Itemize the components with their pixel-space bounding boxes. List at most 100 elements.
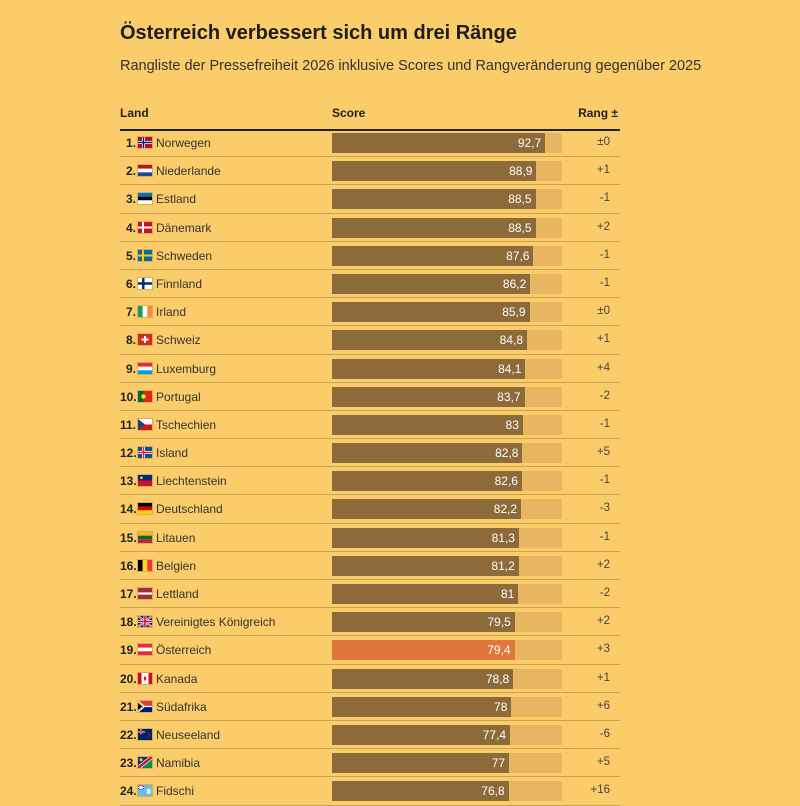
country-name: Niederlande — [156, 164, 221, 179]
flag-icon — [137, 530, 153, 544]
flag-icon — [137, 502, 153, 516]
country-name: Österreich — [156, 643, 212, 658]
score-value-label: 92,7 — [517, 136, 542, 150]
score-value-label: 79,4 — [487, 643, 511, 658]
score-bar — [332, 499, 522, 520]
flag-icon — [137, 643, 153, 657]
country-name: Namibia — [156, 756, 201, 771]
rank-label: 20. — [120, 671, 137, 686]
ranking-table: 1. Norwegen 92,7 ±0 2. Niederlande 88,9 +1 3. Est… — [120, 129, 620, 806]
country-name: Tschechien — [156, 417, 217, 432]
rank-change-value: +16 — [590, 784, 610, 797]
score-value-label: 82,6 — [494, 474, 518, 489]
country-name: Irland — [156, 305, 187, 320]
rank-change-value: +1 — [596, 164, 610, 177]
score-value-label: 82,8 — [495, 446, 519, 461]
country-name: Portugal — [156, 389, 201, 404]
rank-label: 10. — [120, 389, 137, 404]
score-bar-track: 82,2 — [332, 499, 562, 520]
rank-label: 12. — [120, 446, 137, 461]
country-name: Island — [156, 446, 189, 461]
flag-icon — [137, 699, 153, 713]
flag-icon — [137, 727, 153, 741]
rank-change-value: +5 — [596, 446, 610, 459]
score-value-label: 84,8 — [499, 333, 524, 348]
rank-label: 7. — [125, 305, 136, 320]
rank-label: 6. — [125, 276, 136, 291]
score-bar-track: 77 — [332, 753, 562, 774]
table-row: 14. Deutschland 82,2 -3 — [120, 495, 620, 524]
score-bar — [332, 696, 512, 717]
score-value-label: 88,9 — [509, 164, 533, 179]
score-bar-track: 81,2 — [332, 555, 562, 576]
score-bar-track: 76,8 — [332, 781, 562, 802]
table-row: 7. Irland 85,9 ±0 — [120, 298, 620, 327]
rank-change-value: +4 — [596, 361, 610, 374]
score-bar-track: 87,6 — [332, 245, 562, 266]
flag-icon — [137, 333, 153, 347]
score-bar — [332, 245, 534, 266]
score-bar — [332, 414, 523, 435]
rank-change-value: ±0 — [597, 305, 610, 318]
score-value-label: 88,5 — [508, 220, 532, 235]
score-value-label: 78 — [494, 699, 508, 714]
column-header-score: Score — [332, 106, 366, 120]
score-value-label: 83,7 — [497, 389, 521, 404]
rank-label: 13. — [120, 474, 137, 489]
table-row: 16. Belgien 81,2 +2 — [120, 552, 620, 580]
flag-icon — [137, 474, 153, 488]
country-name: Fidschi — [156, 784, 195, 799]
table-row: 13. Liechtenstein 82,6 -1 — [120, 467, 620, 496]
table-row: 17. Lettland 81 -2 — [120, 580, 620, 609]
country-name: Belgien — [156, 558, 197, 573]
score-bar-track: 85,9 — [332, 302, 562, 323]
country-name: Lettland — [156, 587, 199, 601]
score-value-label: 86,2 — [502, 276, 527, 291]
country-name: Finnland — [156, 276, 203, 291]
rank-change-value: +2 — [596, 558, 610, 571]
score-bar — [332, 302, 530, 323]
country-name: Deutschland — [156, 502, 223, 517]
score-bar-track: 79,5 — [332, 612, 562, 633]
score-value-label: 77 — [491, 756, 506, 771]
country-name: Luxemburg — [156, 361, 217, 376]
score-value-label: 84,1 — [498, 361, 522, 376]
rank-label: 4. — [125, 220, 136, 235]
rank-change-value: +2 — [596, 615, 610, 628]
table-row: 6. Finnland 86,2 -1 — [120, 270, 620, 299]
score-bar-track: 82,8 — [332, 443, 562, 464]
rank-label: 2. — [125, 164, 136, 179]
rank-label: 8. — [125, 333, 136, 348]
country-name: Litauen — [156, 530, 196, 545]
flag-icon — [137, 587, 153, 600]
score-bar — [332, 527, 519, 548]
column-header-rank-change: Rang ± — [578, 106, 618, 120]
rank-label: 17. — [120, 587, 137, 601]
flag-icon — [137, 248, 153, 262]
rank-change-value: -1 — [599, 474, 610, 487]
score-value-label: 85,9 — [502, 305, 526, 320]
flag-icon — [137, 136, 153, 149]
score-bar — [332, 189, 536, 210]
rank-label: 16. — [120, 558, 137, 573]
rank-change-value: -2 — [599, 587, 610, 599]
rank-change-value: -1 — [599, 248, 610, 261]
chart-title: Österreich verbessert sich um drei Ränge — [120, 22, 517, 44]
table-row: 20. Kanada 78,8 +1 — [120, 665, 620, 693]
rank-change-value: -1 — [599, 417, 610, 430]
flag-icon — [137, 756, 153, 770]
rank-label: 19. — [120, 643, 137, 658]
score-value-label: 76,8 — [481, 784, 505, 799]
score-bar — [332, 753, 510, 774]
score-bar — [332, 133, 546, 153]
score-bar — [332, 724, 511, 745]
score-bar — [332, 471, 522, 492]
table-header: Land Score Rang ± — [120, 105, 620, 131]
rank-change-value: +1 — [596, 671, 610, 684]
score-bar-track: 83,7 — [332, 386, 562, 407]
score-bar-track: 77,4 — [332, 724, 562, 745]
score-bar — [332, 386, 525, 407]
score-bar — [332, 443, 523, 464]
rank-label: 22. — [120, 727, 137, 742]
score-value-label: 88,5 — [508, 192, 532, 207]
